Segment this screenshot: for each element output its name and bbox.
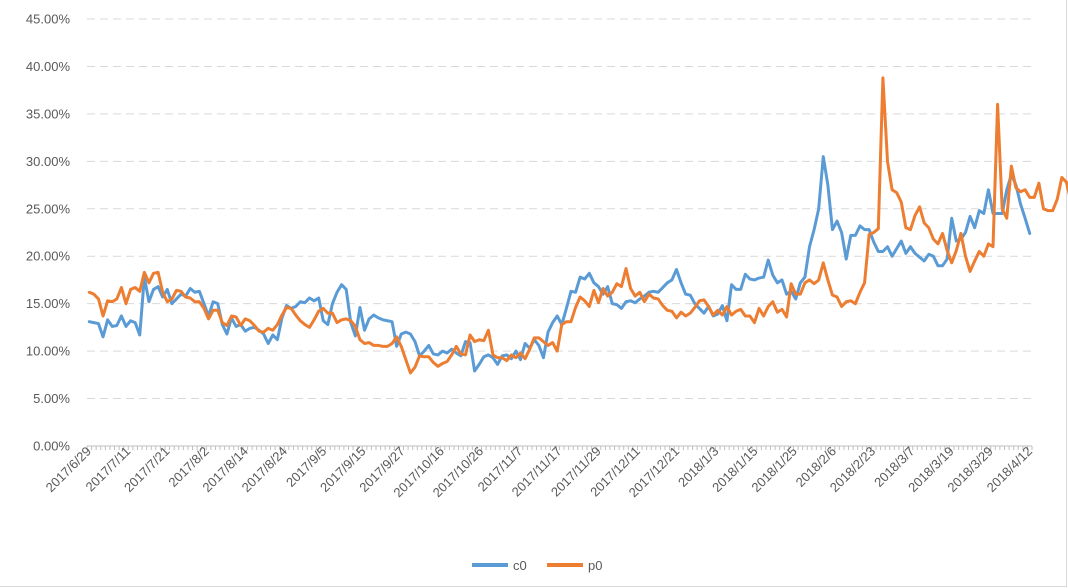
y-tick-label: 30.00%	[26, 154, 71, 169]
y-tick-label: 45.00%	[26, 12, 71, 27]
legend: c0 p0	[472, 558, 602, 573]
legend-label-p0: p0	[588, 558, 602, 573]
series-layer	[87, 76, 1068, 375]
y-tick-label: 35.00%	[26, 106, 71, 121]
y-tick-label: 40.00%	[26, 59, 71, 74]
y-axis-labels: 0.00% 5.00% 10.00% 15.00% 20.00% 25.00% 30.00%…	[26, 12, 71, 454]
series-line-p0	[87, 76, 1068, 375]
y-tick-label: 15.00%	[26, 296, 71, 311]
x-axis: 2017/6/292017/7/112017/7/212017/8/22017/…	[43, 444, 1036, 501]
y-tick-label: 0.00%	[33, 439, 70, 454]
y-tick-label: 5.00%	[33, 391, 70, 406]
legend-label-c0: c0	[513, 558, 527, 573]
series-line-c0	[87, 155, 1032, 373]
y-tick-label: 20.00%	[26, 249, 71, 264]
legend-item-c0: c0	[472, 558, 527, 573]
y-tick-label: 10.00%	[26, 344, 71, 359]
y-tick-label: 25.00%	[26, 201, 71, 216]
gridlines	[87, 18, 1032, 400]
legend-item-p0: p0	[547, 558, 602, 573]
